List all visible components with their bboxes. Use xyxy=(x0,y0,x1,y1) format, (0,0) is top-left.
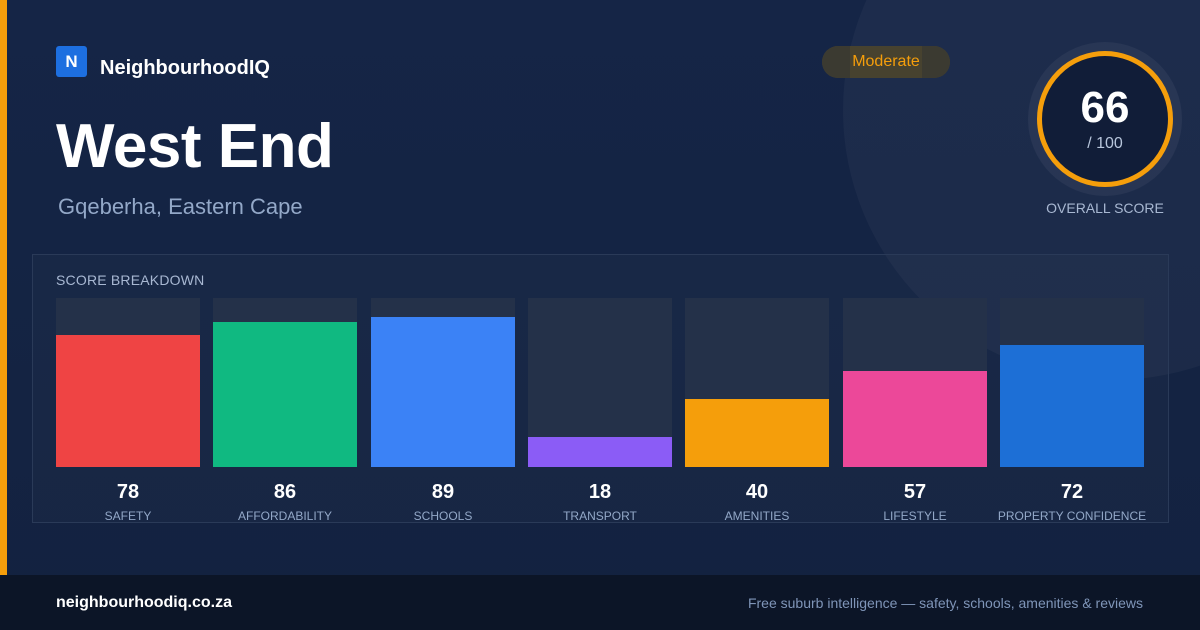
bar-track-schools xyxy=(371,298,515,467)
footer-url[interactable]: neighbourhoodiq.co.za xyxy=(56,594,232,611)
bar-transport xyxy=(528,437,672,467)
bar-track-affordability xyxy=(213,298,357,467)
brand-name[interactable]: NeighbourhoodIQ xyxy=(100,57,270,79)
rating-label: Moderate xyxy=(852,53,920,70)
accent-stripe xyxy=(0,0,7,575)
bar-label-property-confidence: PROPERTY CONFIDENCE xyxy=(997,509,1147,523)
bar-track-transport xyxy=(528,298,672,467)
bar-value-property-confidence: 72 xyxy=(1060,481,1084,503)
bar-lifestyle xyxy=(843,371,987,467)
bar-label-transport: TRANSPORT xyxy=(563,509,637,523)
bar-value-safety: 78 xyxy=(116,481,140,503)
bar-affordability xyxy=(213,322,357,467)
bar-track-lifestyle xyxy=(843,298,987,467)
bar-label-affordability: AFFORDABILITY xyxy=(237,509,332,523)
bar-value-schools: 89 xyxy=(431,481,455,503)
suburb-title: West End xyxy=(56,112,334,181)
bar-property-confidence xyxy=(1000,345,1144,467)
bar-label-safety: SAFETY xyxy=(104,509,152,523)
score-ring-progress: 66 / 100 xyxy=(1037,51,1173,187)
overall-score-value: 66 xyxy=(1080,83,1130,132)
overall-score-ring: 66 / 100 xyxy=(1028,42,1182,196)
bar-value-affordability: 86 xyxy=(273,481,297,503)
bar-amenities xyxy=(685,399,829,467)
bar-track-amenities xyxy=(685,298,829,467)
footer-tagline: Free suburb intelligence — safety, schoo… xyxy=(747,595,1143,611)
bar-value-amenities: 40 xyxy=(745,481,769,503)
breakdown-bar-chart: 78 SAFETY 86 AFFORDABILITY 89 SCHOOLS 18 TRANSP… xyxy=(33,255,1170,524)
bar-label-amenities: AMENITIES xyxy=(724,509,790,523)
bar-label-schools: SCHOOLS xyxy=(413,509,473,523)
suburb-location: Gqeberha, Eastern Cape xyxy=(58,194,303,219)
overall-score-label: OVERALL SCORE xyxy=(1046,200,1164,216)
bar-track-safety xyxy=(56,298,200,467)
bar-safety xyxy=(56,335,200,467)
bar-value-lifestyle: 57 xyxy=(903,481,927,503)
bar-value-transport: 18 xyxy=(588,481,612,503)
rating-badge: Moderate xyxy=(822,46,950,78)
overall-score-max: / 100 xyxy=(1087,135,1123,152)
score-breakdown-panel: SCORE BREAKDOWN 78 SAFETY 86 AFFORDABILITY 8… xyxy=(32,254,1169,523)
footer: neighbourhoodiq.co.za Free suburb intell… xyxy=(0,575,1200,630)
bar-label-lifestyle: LIFESTYLE xyxy=(883,509,947,523)
bar-schools xyxy=(371,317,515,467)
bar-track-property-confidence xyxy=(1000,298,1144,467)
breakdown-title: SCORE BREAKDOWN xyxy=(56,272,205,288)
logo-badge: N xyxy=(56,46,87,77)
